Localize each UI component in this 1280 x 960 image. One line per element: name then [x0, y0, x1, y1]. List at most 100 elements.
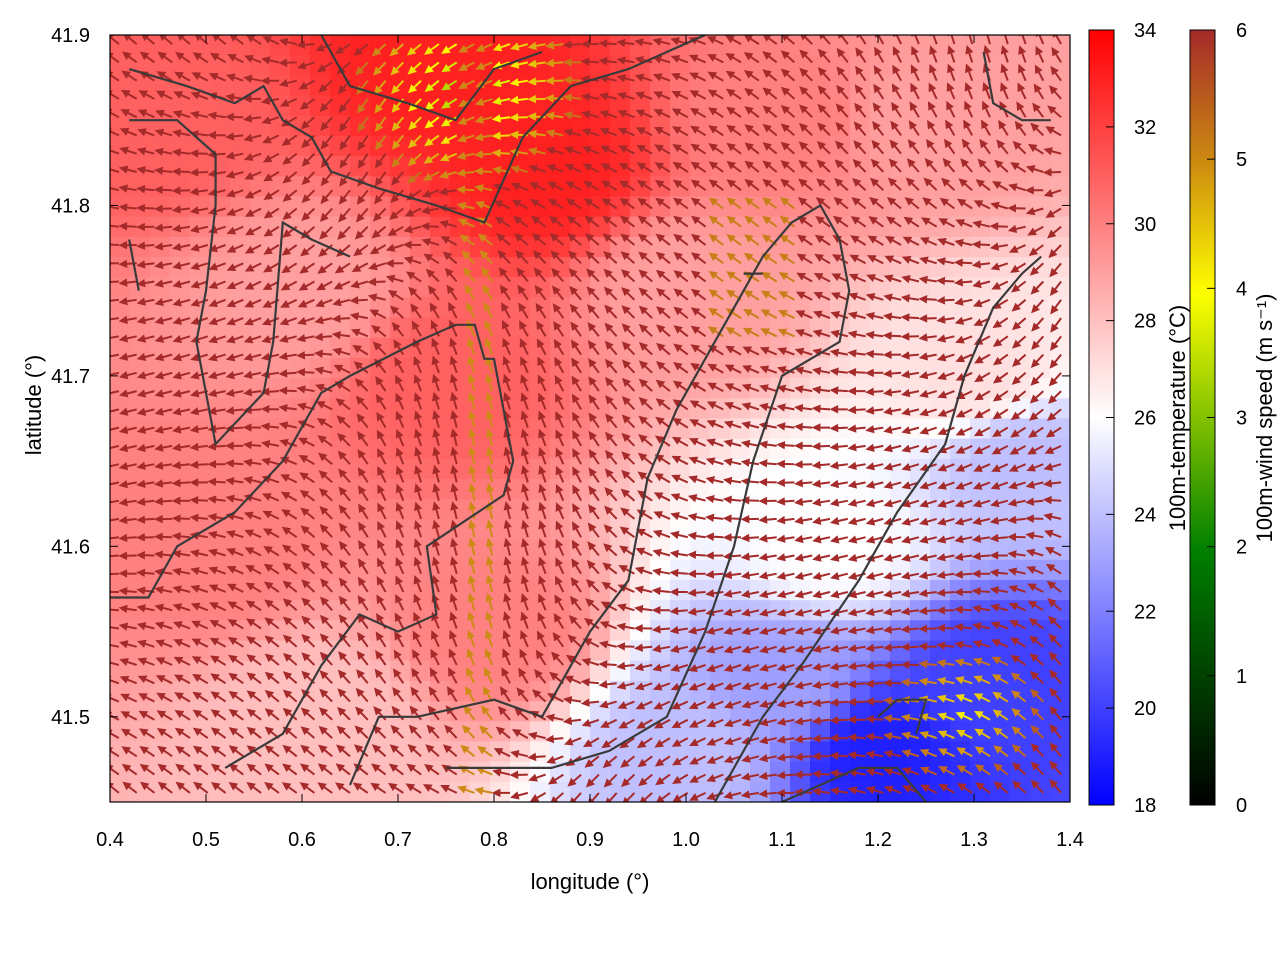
wind-arrow	[122, 781, 138, 794]
wind-arrow	[278, 421, 297, 430]
wind-arrow	[262, 36, 280, 46]
wind-arrow	[317, 763, 333, 776]
temperature-cell	[570, 156, 591, 177]
wind-arrow	[338, 540, 351, 557]
wind-arrow	[189, 513, 208, 523]
wind-arrow	[138, 90, 155, 100]
temperature-cell	[510, 115, 531, 137]
wind-arrow	[300, 507, 316, 520]
temperature-cell	[950, 196, 971, 218]
wind-arrow	[264, 653, 280, 666]
wind-arrow	[338, 98, 351, 114]
wind-arrow	[333, 280, 351, 290]
wind-arrow	[395, 465, 405, 483]
wind-arrow	[242, 440, 262, 450]
wind-arrow	[226, 317, 244, 326]
wind-arrow	[210, 673, 227, 685]
temperature-cell	[190, 196, 211, 218]
wind-arrow	[245, 582, 262, 593]
temperature-cell	[390, 135, 411, 157]
wind-arrow	[110, 747, 120, 758]
wind-arrow	[422, 784, 440, 794]
wind-arrow	[110, 224, 120, 228]
temperature-cell	[390, 438, 411, 460]
temperature-cell	[550, 216, 571, 238]
temperature-cell	[130, 156, 151, 177]
wind-arrow	[226, 298, 244, 308]
temperature-cell	[370, 579, 391, 601]
wind-arrow	[278, 352, 297, 361]
wind-arrow	[319, 207, 333, 222]
wind-arrow	[225, 494, 244, 503]
wind-arrow	[499, 686, 511, 703]
temperature-cell	[970, 317, 991, 339]
wind-arrow	[118, 370, 137, 380]
wind-arrow	[509, 113, 528, 122]
wind-arrow	[356, 650, 369, 666]
temperature-cell	[330, 781, 351, 802]
temperature-cell	[430, 761, 451, 783]
temperature-cell	[570, 680, 591, 702]
temperature-cell	[210, 35, 231, 56]
wind-arrow	[320, 596, 333, 611]
wind-arrow	[118, 533, 137, 543]
temperature-cell	[130, 277, 151, 298]
wind-arrow	[110, 353, 120, 361]
wind-arrow	[317, 782, 333, 794]
wind-arrow	[395, 538, 405, 556]
temperature-cell	[710, 640, 731, 662]
temperature-cell	[290, 701, 311, 722]
wind-arrow	[356, 98, 369, 114]
temperature-cell	[930, 277, 951, 298]
x-tick-label: 1.1	[768, 829, 796, 851]
colorbar-tick-label: 0	[1236, 795, 1247, 817]
wind-arrow	[371, 744, 387, 758]
temperature-cell	[390, 559, 411, 581]
temperature-cell	[1030, 176, 1051, 198]
wind-arrow	[444, 724, 458, 739]
wind-arrow	[136, 479, 155, 489]
temperature-cell	[610, 418, 631, 440]
wind-arrow	[263, 225, 280, 237]
wind-arrow	[171, 148, 191, 157]
wind-arrow	[225, 353, 244, 362]
temperature-cell	[870, 135, 891, 157]
wind-arrow	[538, 428, 547, 447]
temperature-cell	[490, 458, 511, 480]
wind-arrow	[208, 298, 226, 308]
temperature-cell	[190, 559, 211, 581]
wind-arrow	[521, 537, 530, 556]
wind-arrow	[482, 284, 494, 301]
wind-arrow	[409, 705, 422, 721]
temperature-cell	[350, 55, 371, 76]
x-tick-label: 0.7	[384, 829, 412, 851]
wind-arrow	[519, 648, 529, 666]
temperature-cell	[670, 176, 691, 198]
temperature-cell	[650, 721, 671, 743]
wind-arrow	[138, 693, 155, 703]
temperature-cell	[350, 35, 371, 56]
temperature-cell	[970, 398, 991, 420]
wind-arrow	[464, 685, 476, 703]
wind-arrow	[299, 489, 315, 502]
temperature-cell	[1010, 781, 1031, 802]
wind-arrow	[282, 652, 298, 666]
wind-arrow	[528, 164, 546, 173]
wind-arrow	[244, 244, 262, 254]
wind-arrow	[387, 782, 404, 794]
wind-arrow	[468, 409, 477, 428]
wind-arrow	[538, 410, 547, 428]
temperature-cell	[750, 499, 771, 521]
wind-arrow	[509, 78, 528, 87]
temperature-cell	[750, 721, 771, 743]
wind-arrow	[371, 225, 387, 239]
wind-arrow	[448, 301, 458, 319]
temperature-cell	[1010, 135, 1031, 157]
wind-arrow	[153, 185, 173, 195]
wind-arrow	[226, 583, 244, 593]
temperature-cell	[650, 115, 671, 137]
wind-arrow	[225, 151, 244, 160]
temperature-cell	[190, 337, 211, 359]
temperature-cell	[470, 721, 491, 743]
temperature-cell	[150, 398, 171, 420]
